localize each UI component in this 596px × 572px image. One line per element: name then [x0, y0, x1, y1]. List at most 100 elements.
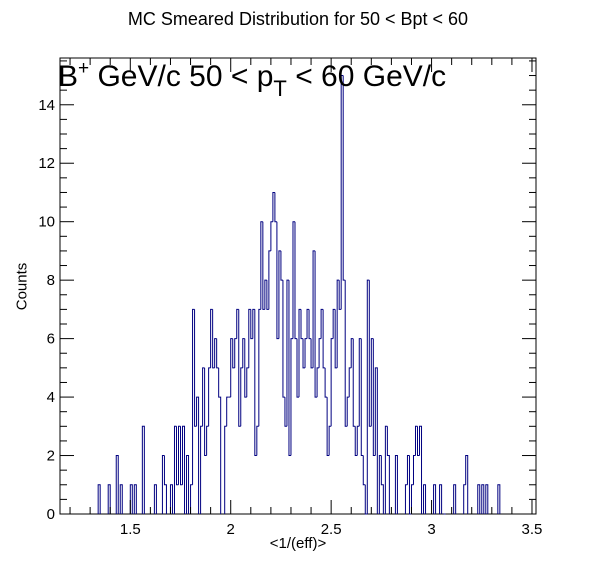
histogram-bin [419, 425, 423, 514]
histogram-bin [330, 338, 334, 427]
plot-frame-rect [59, 57, 537, 515]
histogram-bin [344, 280, 348, 427]
x-tick-label: 2.5 [321, 521, 342, 538]
histogram-bin [129, 484, 133, 514]
histogram-bin [336, 279, 340, 368]
histogram-bin [248, 308, 251, 368]
histogram-bin [232, 338, 235, 369]
histogram-bin [246, 367, 249, 398]
histogram-bin [368, 280, 372, 427]
y-tick-label: 6 [47, 331, 55, 348]
annotation-particle: B [58, 60, 79, 93]
histogram-bin [226, 396, 229, 427]
histogram-bin [300, 309, 304, 340]
histogram-bin [194, 309, 197, 427]
histogram-bin [163, 455, 167, 514]
histogram-bin [453, 484, 457, 514]
histogram-bin [352, 338, 356, 427]
histogram-bin [286, 279, 289, 427]
histogram-series [97, 75, 501, 515]
histogram-bin [238, 309, 241, 427]
histogram-bin [318, 338, 322, 368]
histogram-bin [266, 280, 269, 310]
y-tick-label: 10 [38, 214, 55, 231]
histogram-bin [204, 367, 207, 457]
histogram-bin [107, 484, 111, 514]
histogram-bin [497, 484, 501, 514]
x-tick-label: 2 [227, 521, 235, 538]
histogram-bin [186, 455, 190, 514]
histogram-bin [236, 308, 239, 339]
histogram-bin [340, 75, 344, 310]
y-axis-label: Counts [13, 262, 31, 311]
histogram-bin [298, 308, 302, 398]
histogram-bin [242, 338, 245, 368]
histogram-bin [366, 279, 370, 514]
histogram-bin [196, 396, 200, 514]
histogram-bin [230, 338, 233, 398]
annotation-text-a: GeV/c 50 < p [89, 60, 274, 93]
histogram-bin [477, 484, 481, 514]
histogram-bin [276, 221, 279, 340]
histogram-bin [374, 367, 378, 514]
histogram-bin [282, 280, 285, 398]
histogram-bin [240, 367, 243, 427]
histogram-bin [358, 338, 362, 427]
histogram-bin [252, 308, 255, 339]
histogram-bin [314, 250, 318, 398]
histogram-bin [412, 455, 416, 485]
histogram-bin [380, 455, 384, 514]
histogram-bin [244, 338, 247, 398]
y-tick-label: 8 [47, 272, 55, 289]
histogram-bin [214, 338, 217, 368]
histogram-bin [348, 367, 352, 398]
histogram-bin [97, 484, 101, 514]
annotation-text-b: < 60 GeV/c [286, 60, 447, 93]
histogram-bin [284, 397, 287, 427]
histogram-bin [414, 425, 418, 456]
histogram-bin [372, 338, 376, 457]
histogram-bin [356, 425, 360, 456]
histogram-bin [322, 309, 326, 369]
y-tick-label: 0 [47, 506, 55, 523]
histogram-bin [133, 484, 137, 514]
histogram-bin [404, 484, 408, 514]
histogram-bin [485, 484, 489, 514]
x-axis-ticks [69, 58, 533, 514]
histogram-bin [200, 425, 203, 514]
histogram-bin [290, 338, 293, 456]
histogram-bin [270, 221, 273, 251]
y-tick-label: 14 [38, 97, 55, 114]
histogram-bin [302, 338, 306, 369]
histogram-bin [439, 484, 443, 514]
histogram-bin [262, 221, 265, 310]
histogram-bin [334, 309, 338, 369]
x-axis-label: <1/(eff)> [269, 535, 327, 552]
histogram-bin [304, 338, 308, 368]
histogram-bin [192, 308, 195, 485]
x-tick-label: 3.5 [522, 521, 543, 538]
histogram-bin [210, 308, 213, 368]
histogram-bin [169, 484, 173, 514]
chart-annotation: B+ GeV/c 50 < pT < 60 GeV/c [58, 58, 446, 102]
histogram-bin [378, 455, 382, 514]
histogram-bin [218, 367, 222, 514]
histogram-bin [190, 484, 193, 514]
histogram-bin [326, 397, 330, 457]
histogram-bin [115, 455, 119, 514]
histogram-bin [161, 455, 165, 514]
histogram-bin [481, 484, 485, 514]
histogram-bin [370, 338, 374, 427]
histogram-bin [406, 455, 410, 485]
histogram-bin [260, 221, 263, 310]
chart-title: MC Smeared Distribution for 50 < Bpt < 6… [127, 9, 469, 29]
histogram-bin [408, 455, 412, 515]
histogram-bin [153, 484, 157, 514]
histogram-bin [175, 426, 179, 486]
histogram-bin [360, 338, 364, 457]
histogram-bin [288, 280, 291, 457]
histogram-bin [384, 425, 388, 514]
histogram-bin [350, 338, 354, 368]
histogram-bin [306, 308, 310, 339]
